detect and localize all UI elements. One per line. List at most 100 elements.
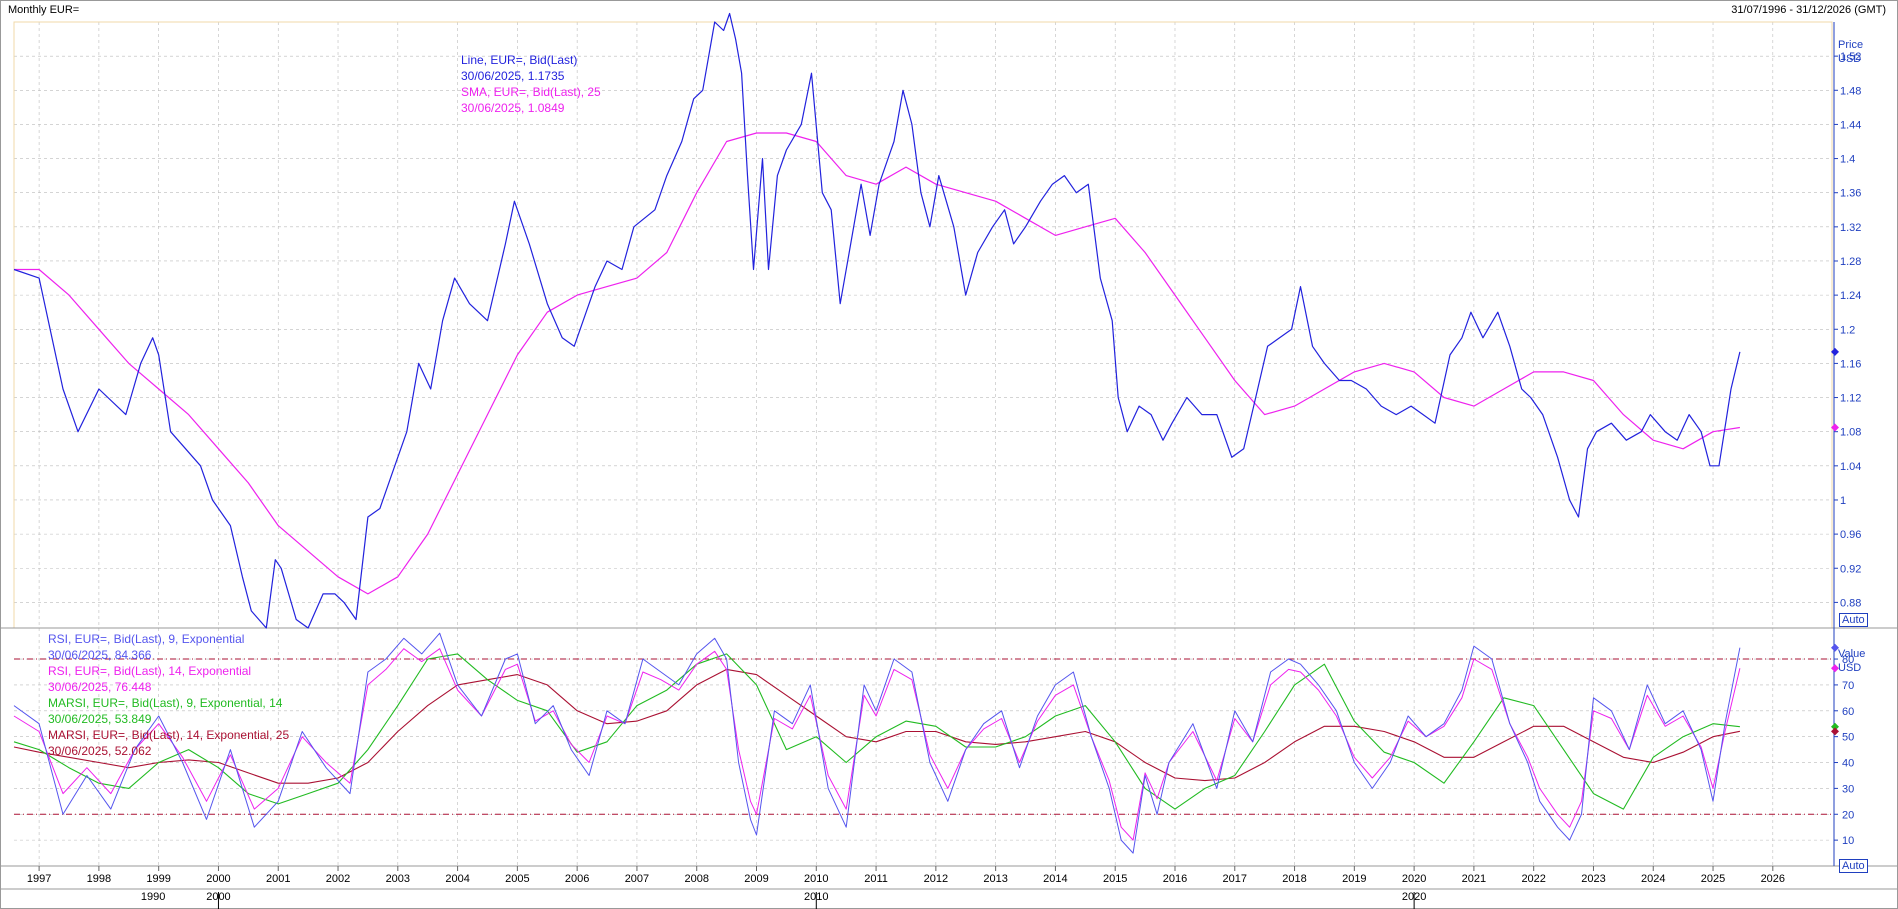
year-label: 2010 xyxy=(804,873,828,885)
price-line xyxy=(13,12,1741,629)
ind-axis-title: Value xyxy=(1838,648,1865,660)
year-label: 1997 xyxy=(27,873,51,885)
year-label: 2008 xyxy=(684,873,708,885)
price-y-label: 1.16 xyxy=(1840,358,1861,370)
rsi14-last-marker xyxy=(1831,664,1839,673)
price-panel-frame xyxy=(13,21,1833,629)
price-auto-button[interactable]: Auto xyxy=(1839,613,1868,627)
year-label: 2017 xyxy=(1223,873,1247,885)
chart-title: Monthly EUR= xyxy=(8,4,80,16)
ind-legend-line-1: RSI, EUR=, Bid(Last), 9, Exponential xyxy=(48,632,245,646)
year-label: 1999 xyxy=(146,873,170,885)
price-y-label: 1.4 xyxy=(1840,154,1855,166)
price-legend-line-1: Line, EUR=, Bid(Last) xyxy=(461,53,578,67)
ind-legend-line-3: RSI, EUR=, Bid(Last), 14, Exponential xyxy=(48,664,252,678)
decade-label: 2000 xyxy=(206,891,230,903)
marsi9-line xyxy=(13,653,1740,810)
sma-last-marker xyxy=(1831,423,1839,432)
decade-label: 2020 xyxy=(1402,891,1426,903)
price-y-label: 1.52 xyxy=(1840,51,1861,63)
year-label: 2005 xyxy=(505,873,529,885)
year-label: 2025 xyxy=(1701,873,1725,885)
price-last-marker xyxy=(1831,347,1839,356)
price-y-label: 1.36 xyxy=(1840,188,1861,200)
ind-y-label: 30 xyxy=(1842,783,1854,795)
year-label: 2013 xyxy=(983,873,1007,885)
indicator-legend: RSI, EUR=, Bid(Last), 9, Exponential 30/… xyxy=(48,631,289,759)
rsi14-line xyxy=(13,648,1741,841)
marsi14-last-marker xyxy=(1831,727,1839,736)
price-y-label: 1.28 xyxy=(1840,256,1861,268)
year-label: 2002 xyxy=(326,873,350,885)
ind-legend-line-4: 30/06/2025, 76.448 xyxy=(48,680,152,694)
ind-legend-line-5: MARSI, EUR=, Bid(Last), 9, Exponential, … xyxy=(48,696,283,710)
year-label: 2016 xyxy=(1163,873,1187,885)
ind-axis-title: USD xyxy=(1838,662,1861,674)
year-label: 2015 xyxy=(1103,873,1127,885)
price-y-label: 1.44 xyxy=(1840,119,1861,131)
price-axis-title: Price xyxy=(1838,39,1863,51)
year-label: 2019 xyxy=(1342,873,1366,885)
marsi14-line xyxy=(13,668,1741,784)
year-label: 2009 xyxy=(744,873,768,885)
year-label: 2001 xyxy=(266,873,290,885)
year-label: 2026 xyxy=(1761,873,1785,885)
price-y-label: 0.88 xyxy=(1840,597,1861,609)
price-y-label: 1.32 xyxy=(1840,222,1861,234)
ind-y-label: 40 xyxy=(1842,758,1854,770)
price-y-label: 0.96 xyxy=(1840,529,1861,541)
year-label: 2018 xyxy=(1282,873,1306,885)
date-range: 31/07/1996 - 31/12/2026 (GMT) xyxy=(1731,4,1886,16)
price-y-label: 1.24 xyxy=(1840,290,1861,302)
rsi9-last-marker xyxy=(1831,643,1839,652)
ind-legend-line-2: 30/06/2025, 84.366 xyxy=(48,648,152,662)
indicator-auto-button[interactable]: Auto xyxy=(1839,859,1868,873)
year-label: 2004 xyxy=(445,873,469,885)
year-label: 2024 xyxy=(1641,873,1665,885)
year-label: 2021 xyxy=(1462,873,1486,885)
ind-y-label: 60 xyxy=(1842,706,1854,718)
gridlines xyxy=(14,22,1832,866)
year-label: 2023 xyxy=(1581,873,1605,885)
ind-y-label: 20 xyxy=(1842,809,1854,821)
series-lines xyxy=(13,12,1741,854)
year-label: 2022 xyxy=(1521,873,1545,885)
axes: 1997 1998 1999 2000 2001 2002 2003 2004 2005 2006… xyxy=(27,22,1865,909)
rsi9-line xyxy=(13,632,1741,854)
year-label: 2000 xyxy=(206,873,230,885)
marsi9-last-marker xyxy=(1831,722,1839,731)
ind-legend-line-8: 30/06/2025, 52.062 xyxy=(48,744,152,758)
price-y-label: 1.08 xyxy=(1840,427,1861,439)
price-y-label: 1 xyxy=(1840,495,1846,507)
year-label: 2012 xyxy=(924,873,948,885)
decade-label: 2010 xyxy=(804,891,828,903)
rsi-bands xyxy=(14,658,1832,815)
price-y-label: 1.48 xyxy=(1840,85,1861,97)
year-label: 2006 xyxy=(565,873,589,885)
ind-legend-line-7: MARSI, EUR=, Bid(Last), 14, Exponential,… xyxy=(48,728,290,742)
ind-y-label: 50 xyxy=(1842,732,1854,744)
price-y-label: 0.92 xyxy=(1840,563,1861,575)
sma-line xyxy=(14,132,1740,595)
ind-y-label: 80 xyxy=(1842,654,1854,666)
year-label: 2014 xyxy=(1043,873,1067,885)
price-legend-line-3: SMA, EUR=, Bid(Last), 25 xyxy=(461,85,601,99)
year-label: 2003 xyxy=(386,873,410,885)
price-legend-line-2: 30/06/2025, 1.1735 xyxy=(461,69,565,83)
year-label: 2007 xyxy=(625,873,649,885)
price-legend: Line, EUR=, Bid(Last) 30/06/2025, 1.1735… xyxy=(461,52,601,116)
price-y-label: 1.12 xyxy=(1840,393,1861,405)
year-label: 2020 xyxy=(1402,873,1426,885)
year-label: 2011 xyxy=(864,873,888,885)
ind-y-label: 10 xyxy=(1842,835,1854,847)
price-axis-title: USD xyxy=(1838,53,1861,65)
decade-label: 1990 xyxy=(141,891,165,903)
ind-legend-line-6: 30/06/2025, 53.849 xyxy=(48,712,152,726)
price-legend-line-4: 30/06/2025, 1.0849 xyxy=(461,101,565,115)
year-label: 1998 xyxy=(87,873,111,885)
price-y-label: 1.2 xyxy=(1840,324,1855,336)
